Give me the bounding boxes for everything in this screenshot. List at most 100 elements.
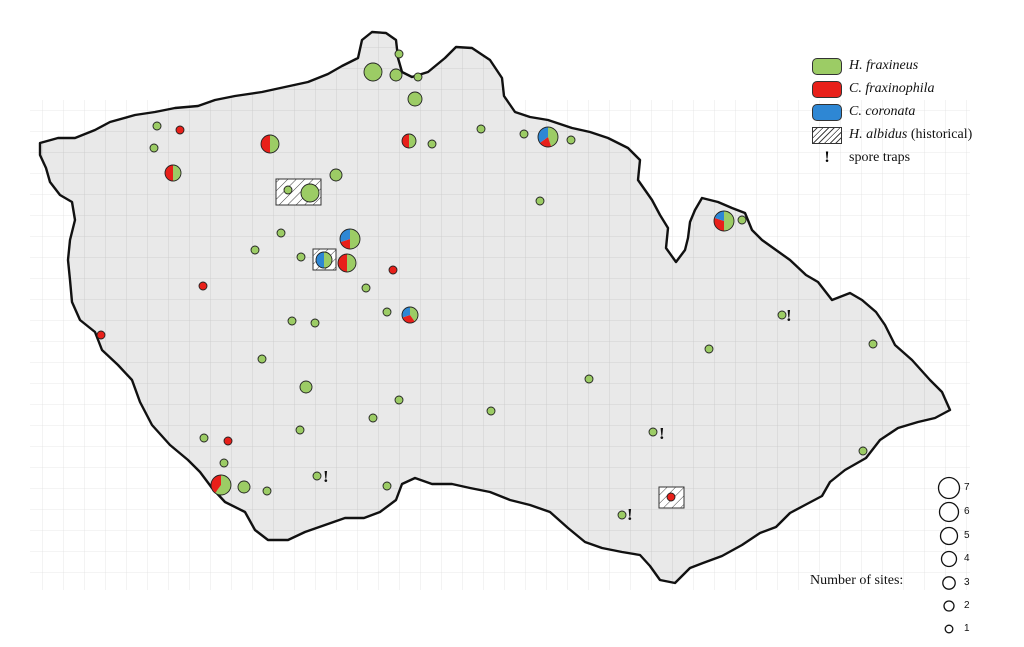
site-marker	[413, 72, 423, 82]
site-marker	[361, 283, 371, 293]
site-marker	[257, 354, 267, 364]
site-marker	[175, 125, 185, 135]
site-marker	[368, 413, 378, 423]
site-marker	[537, 126, 559, 148]
site-marker	[617, 510, 627, 520]
pie-slice	[338, 254, 347, 272]
legend-item-spore-traps: ! spore traps	[812, 148, 1017, 168]
site-marker	[363, 62, 383, 82]
pie-slice	[724, 211, 734, 231]
site-marker	[394, 49, 404, 59]
size-label-5: 5	[964, 530, 970, 541]
size-circle-6	[938, 501, 960, 523]
pie-slice	[324, 252, 332, 268]
site-marker	[276, 228, 286, 238]
size-label-6: 6	[964, 506, 970, 517]
site-marker	[382, 481, 392, 491]
site-marker	[210, 474, 232, 496]
spore-trap-marker: !	[323, 467, 329, 486]
spore-traps: ! ! ! !	[323, 306, 792, 524]
legend-spore-traps-label: spore traps	[849, 150, 911, 165]
size-circle-1	[944, 624, 954, 634]
spore-trap-marker: !	[627, 505, 633, 524]
site-marker	[858, 446, 868, 456]
site-marker	[584, 374, 594, 384]
size-label-2: 2	[964, 600, 970, 611]
site-marker	[519, 129, 529, 139]
pie-slice	[713, 217, 724, 231]
size-label-3: 3	[964, 577, 970, 588]
site-marker	[149, 143, 159, 153]
site-markers	[96, 49, 878, 520]
pie-slice	[350, 229, 360, 249]
legend-item-h-albidus: H. albidus (historical)	[812, 125, 1017, 145]
size-circle-2	[943, 600, 955, 612]
site-marker	[737, 215, 747, 225]
pie-slice	[261, 135, 270, 153]
site-marker	[476, 124, 486, 134]
site-marker	[152, 121, 162, 131]
pie-slice	[173, 165, 181, 181]
pie-slice	[539, 137, 552, 147]
site-marker	[382, 307, 392, 317]
site-marker	[868, 339, 878, 349]
size-label-1: 1	[964, 623, 970, 634]
site-marker	[198, 281, 208, 291]
pie-slice	[210, 475, 221, 494]
pie-slice	[401, 307, 410, 318]
site-marker	[260, 134, 280, 154]
site-marker	[219, 458, 229, 468]
pie-slice	[402, 134, 409, 148]
site-marker	[401, 306, 419, 324]
site-marker	[401, 133, 417, 149]
site-marker	[339, 228, 361, 250]
pie-slice	[340, 239, 350, 249]
pie-slice	[409, 134, 416, 148]
pie-slice	[402, 315, 415, 323]
size-legend-title: Number of sites:	[810, 573, 904, 588]
site-marker	[777, 310, 787, 320]
site-marker	[312, 471, 322, 481]
site-marker	[315, 251, 333, 269]
spore-trap-marker: !	[659, 424, 665, 443]
site-marker	[310, 318, 320, 328]
red-swatch-icon	[812, 80, 842, 98]
site-marker	[337, 253, 357, 273]
site-marker	[299, 380, 313, 394]
spore-trap-marker: !	[786, 306, 792, 325]
legend-species: C. fraxinophila	[849, 81, 935, 96]
site-marker	[295, 425, 305, 435]
pie-slice	[714, 211, 724, 221]
pie-slice	[270, 135, 279, 153]
site-marker	[223, 436, 233, 446]
site-marker	[535, 196, 545, 206]
legend-suffix: (historical)	[907, 127, 973, 142]
size-label-7: 7	[964, 482, 970, 493]
green-swatch-icon	[812, 57, 842, 75]
site-marker	[164, 164, 182, 182]
size-circle-5	[939, 526, 959, 546]
size-legend-circles	[937, 476, 961, 634]
site-marker	[283, 185, 293, 195]
pie-slice	[340, 229, 350, 243]
site-marker	[300, 183, 320, 203]
site-marker	[407, 91, 423, 107]
site-marker	[262, 486, 272, 496]
hatch-swatch-icon	[812, 126, 842, 144]
site-marker	[237, 480, 251, 494]
size-circle-7	[937, 476, 961, 500]
site-marker	[287, 316, 297, 326]
site-marker	[427, 139, 437, 149]
size-circle-3	[942, 576, 956, 590]
site-marker	[666, 492, 676, 502]
pie-slice	[165, 165, 173, 181]
pie-slice	[548, 127, 558, 147]
site-marker	[199, 433, 209, 443]
site-marker	[329, 168, 343, 182]
pie-slice	[347, 254, 356, 272]
legend-item-h-fraxineus: H. fraxineus	[812, 56, 1017, 76]
pie-slice	[316, 252, 324, 268]
site-marker	[96, 330, 106, 340]
legend-species: H. albidus	[849, 127, 908, 142]
